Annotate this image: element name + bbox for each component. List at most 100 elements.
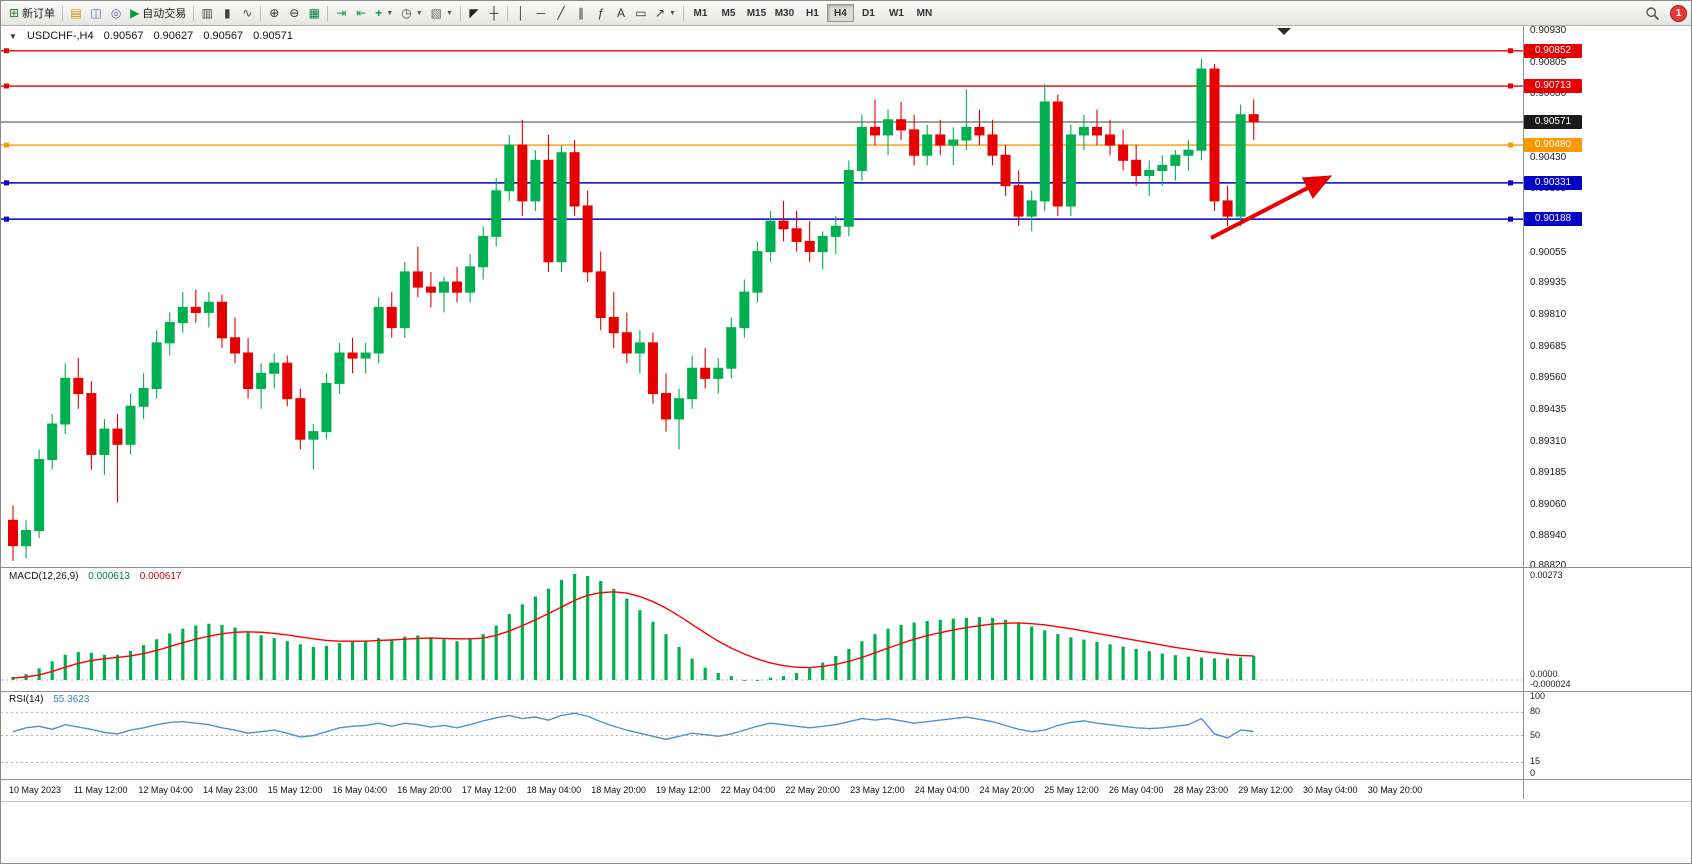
chart-shift-button[interactable]: ⇤ bbox=[351, 3, 371, 23]
macd-histogram-bar bbox=[89, 652, 93, 680]
search-button[interactable] bbox=[1641, 3, 1664, 23]
new-order-button[interactable]: ⊞ 新订单 bbox=[5, 3, 59, 23]
horizontal-line-button[interactable]: ─ bbox=[531, 3, 551, 23]
timeframe-w1-button[interactable]: W1 bbox=[883, 4, 910, 22]
macd-histogram-bar bbox=[1252, 655, 1256, 680]
candle-body bbox=[8, 519, 18, 547]
chart-candles-button[interactable]: ▮ bbox=[217, 3, 237, 23]
price-scale-border bbox=[1523, 25, 1524, 799]
macd-histogram-bar bbox=[847, 648, 851, 680]
tile-windows-button[interactable]: ▦ bbox=[304, 3, 324, 23]
channel-button[interactable]: ∥ bbox=[571, 3, 591, 23]
hline-handle[interactable] bbox=[1508, 48, 1513, 54]
zoom-out-icon: ⊖ bbox=[289, 6, 300, 20]
price-axis-label: 0.89060 bbox=[1530, 499, 1567, 511]
timeframe-m15-button[interactable]: M15 bbox=[743, 4, 770, 22]
crosshair-button[interactable]: ┼ bbox=[484, 3, 504, 23]
time-axis[interactable]: 10 May 2023 11 May 12:00 12 May 04:00 14 Ma… bbox=[1, 780, 1523, 801]
hline-handle[interactable] bbox=[1508, 142, 1513, 148]
macd-histogram-bar bbox=[1082, 639, 1086, 680]
macd-histogram-bar bbox=[703, 667, 707, 680]
price-axis-label: 0.89435 bbox=[1530, 404, 1567, 416]
timeframe-h1-button[interactable]: H1 bbox=[799, 4, 826, 22]
periods-button[interactable]: ◷ ▼ bbox=[397, 3, 426, 23]
timeframe-h4-button[interactable]: H4 bbox=[826, 4, 854, 22]
time-axis-label: 18 May 20:00 bbox=[591, 785, 646, 795]
macd-histogram-bar bbox=[1186, 656, 1190, 680]
indicators-button[interactable]: + ▼ bbox=[371, 3, 397, 23]
hline-handle[interactable] bbox=[4, 216, 9, 222]
price-chart-panel[interactable]: ▼ USDCHF-,H4 0.90567 0.90627 0.90567 0.9… bbox=[1, 25, 1523, 567]
cursor-button[interactable]: ◤ bbox=[464, 3, 484, 23]
text-label-button[interactable]: ▭ bbox=[631, 3, 651, 23]
notification-badge[interactable]: 1 bbox=[1670, 4, 1687, 22]
price-level-badge: 0.90480 bbox=[1524, 138, 1582, 153]
macd-histogram-bar bbox=[638, 610, 642, 680]
navigator-button[interactable]: ◎ bbox=[106, 3, 126, 23]
zoom-in-button[interactable]: ⊕ bbox=[264, 3, 284, 23]
timeframe-m30-button[interactable]: M30 bbox=[771, 4, 798, 22]
chart-quote-line: ▼ USDCHF-,H4 0.90567 0.90627 0.90567 0.9… bbox=[9, 30, 293, 42]
fibonacci-button[interactable]: ƒ bbox=[591, 3, 611, 23]
tile-windows-icon: ▦ bbox=[308, 6, 320, 20]
rsi-indicator-panel[interactable]: RSI(14) 55.3623 bbox=[1, 692, 1523, 779]
time-axis-label: 28 May 23:00 bbox=[1173, 785, 1229, 795]
macd-indicator-panel[interactable]: MACD(12,26,9) 0.000613 0.000617 bbox=[1, 568, 1523, 691]
chart-bars-button[interactable]: ▥ bbox=[197, 3, 217, 23]
auto-scroll-button[interactable]: ⇥ bbox=[331, 3, 351, 23]
macd-histogram-bar bbox=[860, 641, 864, 680]
hline-handle[interactable] bbox=[1508, 83, 1513, 89]
candle-body bbox=[282, 362, 293, 400]
timeframe-d1-button[interactable]: D1 bbox=[855, 4, 882, 22]
macd-histogram-bar bbox=[455, 641, 459, 680]
time-axis-label: 18 May 04:00 bbox=[526, 785, 582, 795]
vertical-line-button[interactable]: │ bbox=[511, 3, 531, 23]
macd-histogram-bar bbox=[128, 650, 133, 680]
panel-separator[interactable] bbox=[1, 567, 1691, 568]
data-window-button[interactable]: ◫ bbox=[86, 3, 106, 23]
text-button[interactable]: A bbox=[611, 3, 631, 23]
price-axis-label: 0.90680 bbox=[1530, 88, 1567, 100]
hline-handle[interactable] bbox=[4, 142, 9, 148]
hline-handle[interactable] bbox=[1508, 216, 1513, 222]
candle-body bbox=[869, 126, 880, 136]
candle-body bbox=[556, 152, 567, 263]
rsi-axis-label: 15 bbox=[1530, 756, 1541, 767]
macd-histogram-bar bbox=[781, 676, 786, 680]
timeframe-m5-button[interactable]: M5 bbox=[715, 4, 742, 22]
panel-separator[interactable] bbox=[1, 691, 1691, 692]
zoom-out-button[interactable]: ⊖ bbox=[284, 3, 304, 23]
macd-histogram-bar bbox=[755, 680, 760, 681]
autotrade-button[interactable]: ▶ 自动交易 bbox=[126, 3, 190, 23]
chart-shift-marker[interactable] bbox=[1277, 28, 1291, 35]
time-axis-label: 22 May 20:00 bbox=[785, 785, 840, 795]
trend-arrow-annotation[interactable] bbox=[1210, 175, 1333, 240]
macd-histogram-bar bbox=[285, 641, 289, 680]
candle-body bbox=[1248, 114, 1259, 123]
hline-handle[interactable] bbox=[4, 48, 9, 54]
arrows-tool-button[interactable]: ↗ ▼ bbox=[651, 3, 680, 23]
hline-handle[interactable] bbox=[4, 83, 9, 89]
candle-body bbox=[948, 139, 959, 146]
macd-histogram-bar bbox=[1199, 657, 1204, 680]
macd-histogram-bar bbox=[990, 617, 995, 680]
templates-button[interactable]: ▧ ▼ bbox=[427, 3, 457, 23]
macd-histogram-bar bbox=[533, 596, 537, 680]
timeframe-mn-button[interactable]: MN bbox=[911, 4, 938, 22]
symbol-dropdown-icon[interactable]: ▼ bbox=[9, 32, 17, 41]
price-scale-axis[interactable]: 0.909300.908050.906800.905550.904300.903… bbox=[1524, 25, 1691, 801]
market-watch-button[interactable]: ▤ bbox=[66, 3, 86, 23]
macd-histogram-bar bbox=[1030, 626, 1034, 680]
candle-body bbox=[1013, 185, 1024, 217]
chart-line-button[interactable]: ∿ bbox=[237, 3, 257, 23]
candle-body bbox=[608, 317, 619, 334]
hline-handle[interactable] bbox=[1508, 180, 1513, 186]
trendline-button[interactable]: ╱ bbox=[551, 3, 571, 23]
macd-histogram-bar bbox=[298, 644, 302, 680]
timeframe-m1-button[interactable]: M1 bbox=[687, 4, 714, 22]
time-axis-label: 10 May 2023 bbox=[9, 785, 62, 795]
hline-handle[interactable] bbox=[4, 180, 9, 186]
macd-histogram-bar bbox=[142, 645, 146, 680]
price-axis-label: 0.89810 bbox=[1530, 308, 1567, 320]
